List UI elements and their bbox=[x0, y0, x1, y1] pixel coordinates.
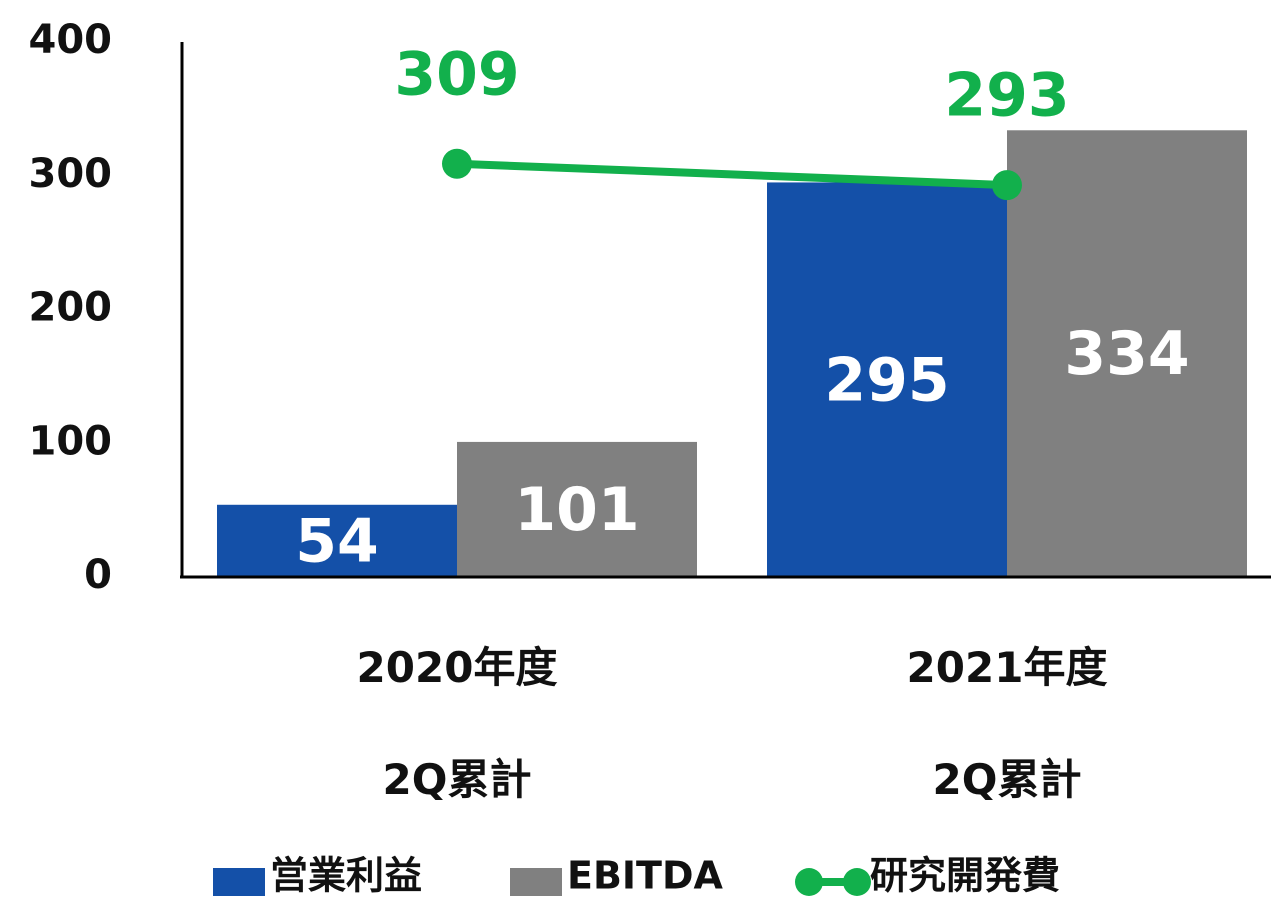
value-label: 101 bbox=[514, 475, 639, 545]
legend-swatch bbox=[213, 868, 265, 896]
value-label: 54 bbox=[295, 506, 379, 576]
value-label: 293 bbox=[944, 61, 1069, 131]
bar bbox=[457, 441, 697, 577]
y-tick-label: 300 bbox=[29, 151, 113, 197]
y-tick-label: 100 bbox=[29, 418, 113, 464]
legend-swatch bbox=[795, 868, 823, 896]
legend-swatch bbox=[843, 868, 871, 896]
value-label: 309 bbox=[394, 39, 519, 109]
line-point bbox=[442, 148, 472, 179]
legend-label: EBITDA bbox=[567, 854, 724, 898]
y-tick-label: 400 bbox=[29, 17, 113, 63]
x-tick-label: 2020年度 2Q累計 bbox=[356, 643, 558, 804]
value-label: 334 bbox=[1064, 319, 1189, 389]
legend-label: 営業利益 bbox=[270, 854, 422, 898]
bar bbox=[1007, 130, 1247, 577]
line bbox=[456, 159, 1008, 190]
bar bbox=[767, 182, 1007, 577]
bar bbox=[217, 504, 457, 577]
x-tick-label: 2021年度 2Q累計 bbox=[906, 643, 1108, 804]
line-point bbox=[992, 170, 1022, 201]
value-label: 295 bbox=[824, 345, 949, 415]
y-tick-label: 200 bbox=[29, 285, 113, 331]
y-tick-label: 0 bbox=[84, 552, 112, 598]
legend-swatch bbox=[510, 868, 562, 896]
legend-label: 研究開発費 bbox=[870, 854, 1060, 898]
